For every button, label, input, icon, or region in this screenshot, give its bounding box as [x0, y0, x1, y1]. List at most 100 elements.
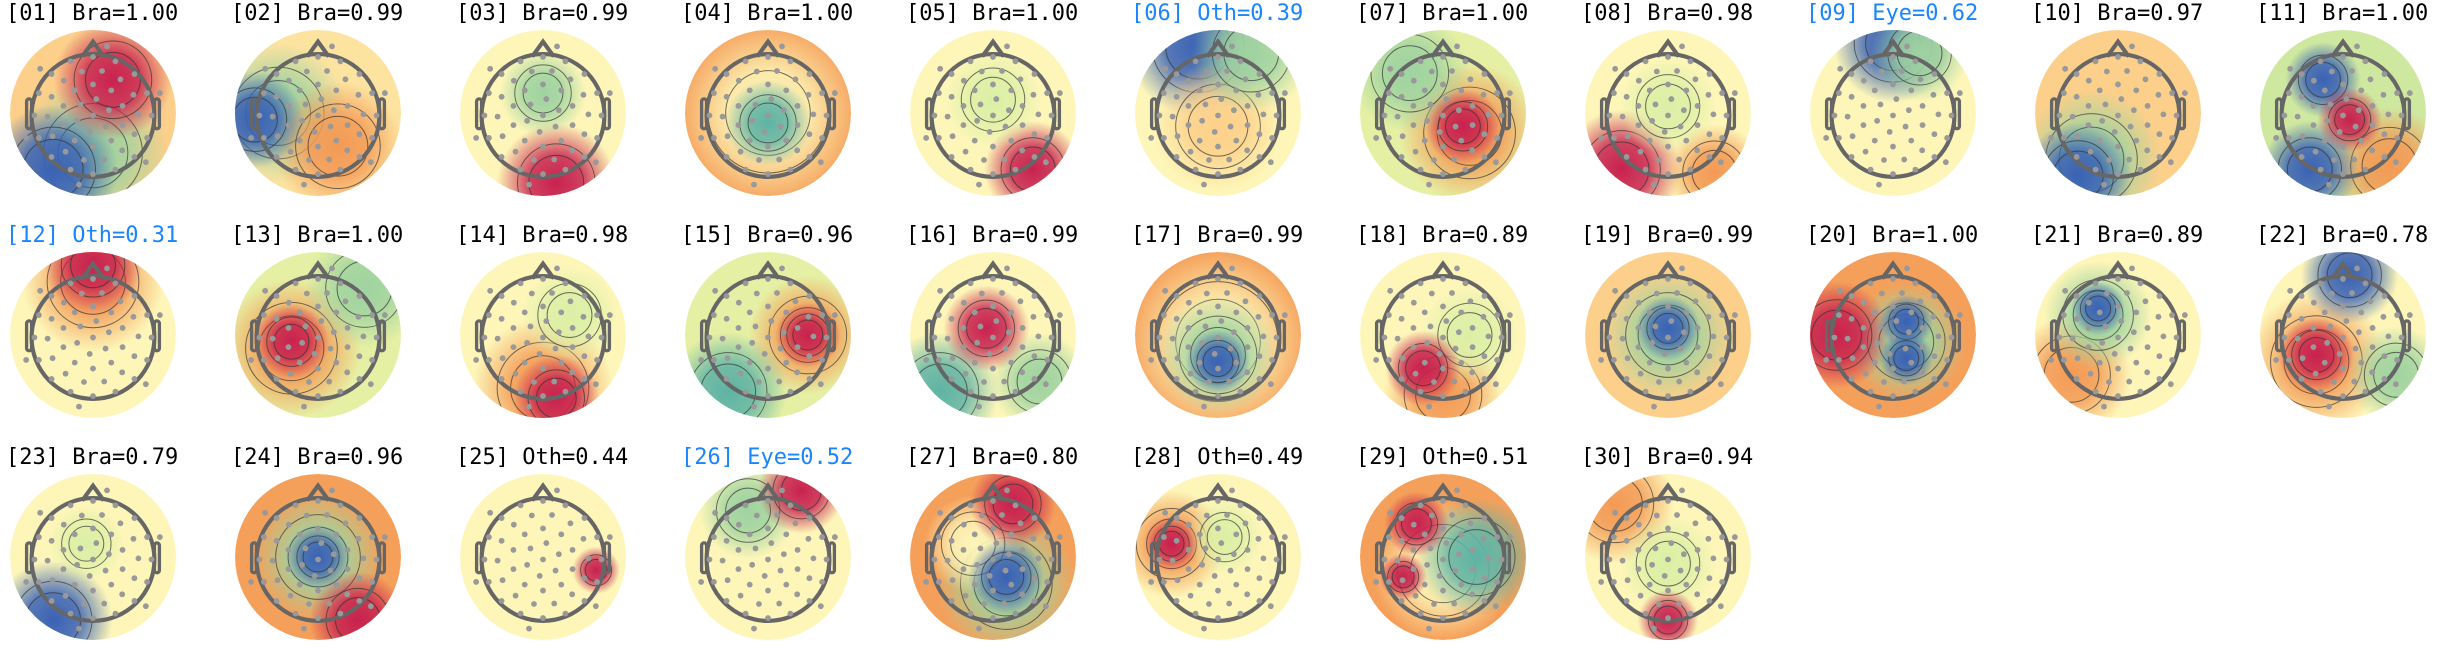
electrode-dot: [540, 587, 546, 594]
electrode-dot: [768, 96, 775, 102]
electrode-dot: [2340, 365, 2346, 372]
electrode-dot: [1494, 312, 1501, 318]
electrode-dot: [44, 113, 51, 120]
electrode-dot: [315, 112, 321, 119]
electrode-dot: [1677, 567, 1684, 574]
electrode-dot: [1162, 287, 1169, 294]
electrode-dot: [2173, 334, 2180, 341]
electrode-dot: [531, 379, 537, 385]
electrode-dot: [1192, 166, 1199, 173]
contour-line: [580, 554, 613, 587]
electrode-dot: [1683, 531, 1690, 538]
electrode-dot: [993, 318, 1000, 324]
electrode-dot: [993, 96, 1000, 102]
electrode-dot: [1619, 557, 1626, 564]
electrode-dot: [562, 280, 569, 287]
electrode-dot: [2137, 280, 2144, 287]
electrode-dot: [1385, 90, 1392, 96]
electrode-dot: [315, 143, 321, 150]
electrode-dot: [1256, 597, 1263, 604]
electrode-dot: [931, 334, 938, 341]
electrode-dot: [2331, 379, 2337, 385]
electrode-dot: [369, 312, 376, 318]
electrode-dot: [1173, 153, 1180, 160]
electrode-dot: [1481, 597, 1488, 604]
electrode-dot: [302, 323, 309, 330]
electrode-dot: [536, 350, 543, 357]
electrode-dot: [356, 353, 363, 360]
electrode-dot: [130, 535, 137, 542]
electrode-dot: [765, 303, 771, 310]
electrode-dot: [806, 353, 813, 360]
electrode-dot: [1624, 355, 1631, 362]
electrode-dot: [487, 509, 494, 516]
electrode-dot: [986, 350, 993, 357]
electrode-dot: [1242, 298, 1249, 305]
electrode-dot: [752, 101, 759, 108]
electrode-dot: [1385, 356, 1392, 363]
component-title: [28] Oth=0.49: [1131, 445, 1304, 470]
component-22-panel: [22] Bra=0.78: [2250, 222, 2438, 444]
contour-line: [1647, 599, 1689, 640]
contour-line: [1391, 565, 1415, 589]
topomap: [910, 474, 1076, 640]
electrode-dot: [971, 87, 978, 94]
electrode-dot: [315, 276, 321, 282]
ear-icon: [474, 541, 484, 575]
electrode-dot: [723, 153, 730, 160]
electrode-dot: [1260, 555, 1267, 562]
electrode-dot: [1030, 535, 1037, 542]
electrode-dot: [1449, 290, 1455, 296]
electrode-dot: [48, 515, 55, 521]
electrode-dot: [787, 610, 794, 617]
ear-icon: [1502, 97, 1512, 131]
electrode-dot: [1948, 112, 1955, 119]
component-title: [25] Oth=0.44: [456, 445, 629, 470]
electrode-dot: [1174, 577, 1181, 584]
electrode-dot: [333, 581, 340, 588]
electrode-dot: [2118, 96, 2125, 102]
electrode-dot: [1871, 137, 1878, 144]
electrode-dot: [67, 58, 74, 65]
electrode-dot: [2137, 58, 2144, 65]
electrode-dot: [1174, 133, 1181, 140]
electrode-dot: [1440, 365, 1446, 372]
electrode-dot: [1848, 93, 1855, 100]
component-5-panel: [05] Bra=1.00: [900, 0, 1125, 222]
electrode-dot: [81, 379, 87, 385]
electrode-dot: [1244, 566, 1251, 572]
electrode-dot: [2298, 375, 2305, 382]
electrode-dot: [971, 137, 978, 144]
electrode-dot: [1862, 148, 1869, 155]
electrode-dot: [90, 112, 96, 119]
electrode-dot: [2102, 323, 2109, 330]
electrode-dot: [144, 90, 151, 96]
electrode-dot: [1835, 356, 1842, 363]
electrode-dot: [1623, 315, 1630, 322]
nose-icon: [530, 38, 556, 58]
electrode-dot: [567, 298, 574, 305]
electrode-dot: [60, 122, 67, 128]
ear-icon: [152, 97, 162, 131]
electrode-dot: [1004, 487, 1010, 494]
electrode-dot: [1201, 181, 1207, 188]
ear-icon: [1277, 97, 1287, 131]
activation-blob: [1619, 57, 1717, 155]
electrode-dot: [1001, 156, 1008, 163]
electrode-dot: [819, 534, 826, 540]
contour-line: [1585, 474, 1655, 544]
electrode-dot: [381, 312, 388, 318]
electrode-dot: [774, 512, 780, 518]
electrode-dot: [1169, 113, 1176, 120]
topomap: [1585, 474, 1751, 640]
electrode-dot: [606, 534, 613, 540]
electrode-dot: [2317, 58, 2324, 65]
electrode-dot: [494, 557, 501, 564]
electrode-dot: [746, 87, 753, 94]
electrode-dot: [1458, 581, 1465, 588]
electrode-dot: [369, 356, 376, 363]
electrode-dot: [2118, 318, 2125, 324]
nose-icon: [1655, 260, 1681, 280]
electrode-dot: [993, 540, 1000, 546]
electrode-dot: [1256, 71, 1263, 77]
